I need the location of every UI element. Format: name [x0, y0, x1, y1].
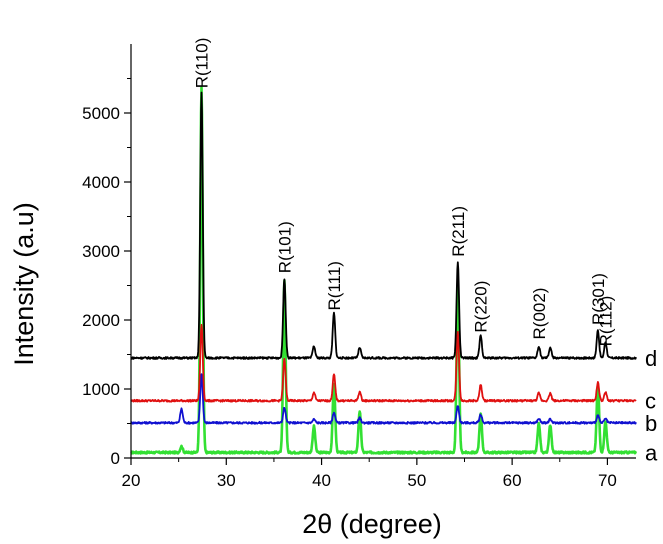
y-axis-title: Intensity (a.u) [9, 202, 39, 366]
x-axis-title: 2θ (degree) [302, 509, 442, 539]
x-tick-label: 50 [407, 471, 426, 490]
x-tick-label: 20 [122, 471, 141, 490]
peak-label: R(111) [325, 261, 344, 310]
y-tick-label: 5000 [82, 104, 120, 123]
series-line-c [130, 323, 637, 403]
peak-label: R(211) [449, 206, 468, 257]
peak-label: R(002) [530, 288, 549, 340]
x-tick-label: 60 [503, 471, 522, 490]
series-tag-d: d [645, 346, 657, 371]
x-tick-label: 30 [217, 471, 236, 490]
peak-label: R(301) [589, 273, 608, 325]
y-tick-label: 4000 [82, 173, 120, 192]
y-tick-label: 2000 [82, 311, 120, 330]
y-tick-label: 1000 [82, 380, 120, 399]
series-tag-b: b [645, 411, 657, 436]
series-tag-a: a [645, 440, 658, 465]
labels-layer: R(110) R(101) R(111) R(211) R(220) R(002) R(30… [193, 38, 659, 466]
peak-label: R(110) [193, 38, 212, 89]
axes-layer: 20 30 40 50 60 70 0 1000 2000 3000 4000 5000 [82, 44, 636, 490]
y-tick-label: 0 [111, 449, 120, 468]
series-tag-c: c [645, 389, 656, 414]
peak-label: R(112) [597, 296, 616, 347]
series-line-b [130, 373, 637, 425]
series-line-a [130, 86, 638, 455]
series-line-d [130, 91, 637, 360]
x-tick-label: 40 [312, 471, 331, 490]
peak-label: R(220) [472, 281, 491, 333]
peak-label: R(101) [275, 221, 294, 273]
y-tick-label: 3000 [82, 242, 120, 261]
series-layer [130, 86, 638, 455]
x-tick-label: 70 [598, 471, 617, 490]
